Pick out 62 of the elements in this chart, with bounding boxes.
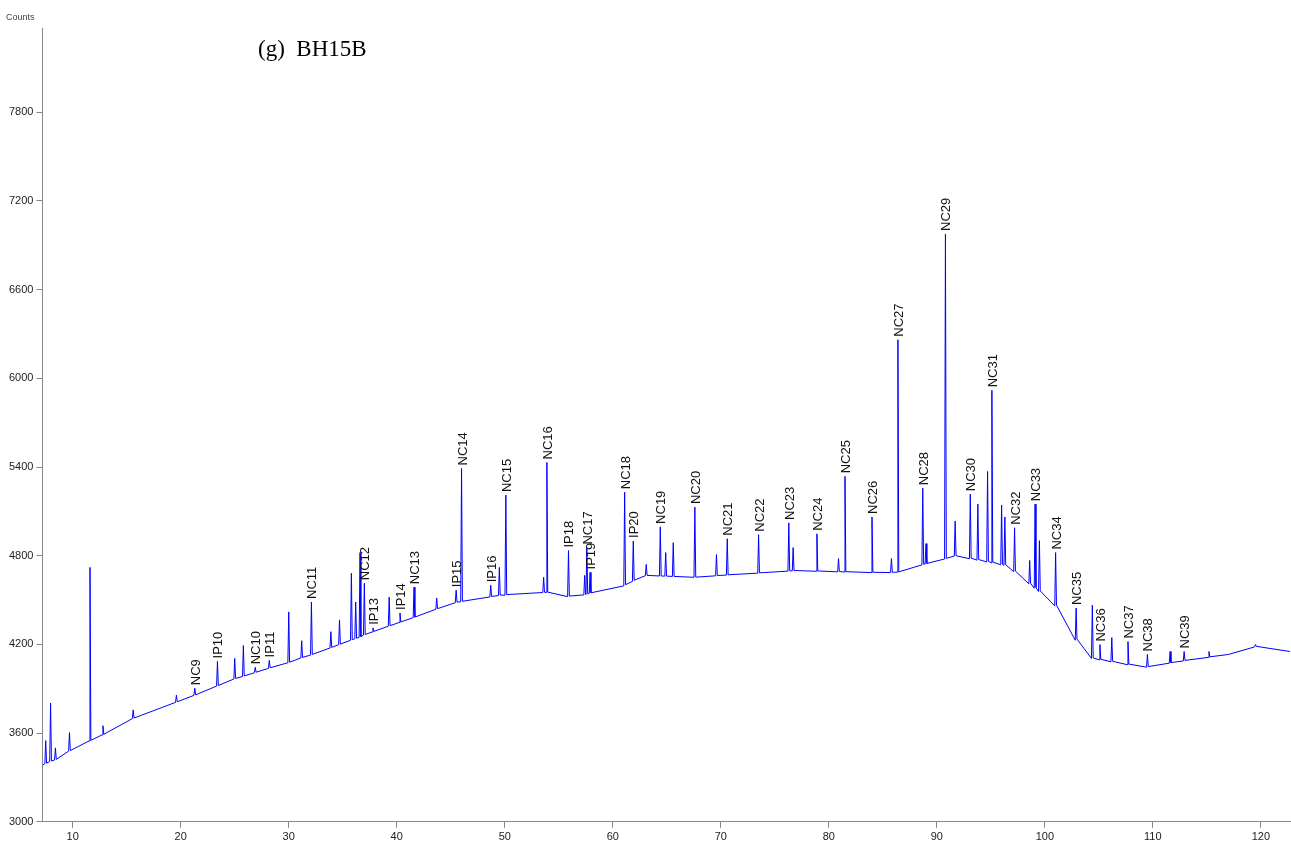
annotation: IP16 [483,555,499,583]
annotation: NC27 [890,303,906,337]
annotation: NC36 [1092,608,1108,642]
annotation: NC13 [407,550,423,585]
y-tick-label: 6600 [8,282,34,295]
y-tick-label: 7800 [8,105,34,118]
annotation: IP20 [626,511,642,538]
annotation: NC19 [653,490,669,524]
x-tick-label: 60 [606,830,619,843]
annotation: NC10 [248,631,264,665]
annotation: NC38 [1140,618,1156,652]
annotation: NC14 [454,432,470,466]
x-tick-label: 20 [174,830,187,843]
annotation: IP15 [449,560,465,588]
annotation: NC20 [687,470,703,505]
annotation: NC22 [751,498,767,532]
annotation: NC17 [579,511,595,545]
annotation: NC33 [1028,467,1044,502]
annotation: NC21 [720,502,736,536]
annotation: NC37 [1120,605,1136,639]
y-tick-label: 3000 [8,814,34,827]
y-tick-label: 4200 [8,637,34,650]
annotation: NC26 [865,480,880,514]
annotation: NC15 [498,458,514,493]
annotation: IP18 [561,520,577,548]
annotation: NC39 [1177,615,1193,649]
y-tick-label: 4800 [8,548,34,561]
x-tick-label: 80 [822,830,835,843]
annotation: NC24 [809,497,825,531]
annotation: NC31 [984,354,1000,388]
annotation: IP11 [262,631,278,658]
y-tick-label: 5400 [8,460,34,473]
annotation: IP10 [210,631,226,659]
annotation: IP13 [365,598,381,625]
annotation: NC35 [1069,571,1085,606]
annotation: NC25 [837,440,853,474]
y-tick-label: 3600 [8,726,34,739]
annotation: NC11 [304,566,320,599]
annotation: NC34 [1048,516,1064,550]
annotation: NC28 [915,451,931,486]
x-tick-label: 100 [1035,830,1054,843]
annotation: NC18 [617,455,633,490]
y-tick-label: 6000 [8,371,34,384]
annotation: NC23 [781,486,797,520]
x-tick-label: 40 [390,830,403,843]
x-tick-label: 110 [1144,830,1162,843]
x-tick-label: 90 [930,830,943,843]
annotation: NC16 [539,426,555,460]
x-tick-label: 30 [282,830,295,843]
annotation: IP14 [392,583,408,610]
annotation: NC32 [1007,491,1023,525]
annotation: NC30 [963,457,979,492]
x-tick-label: 70 [714,830,727,843]
annotation: NC12 [357,546,373,581]
y-axis-title: Counts [6,12,35,22]
chart-title: (g) BH15B [258,36,367,62]
y-tick-label: 7200 [8,193,34,206]
annotation: NC29 [938,197,954,231]
annotation: NC9 [187,659,203,686]
x-tick-label: 120 [1251,830,1271,843]
x-tick-label: 50 [498,830,511,843]
x-tick-label: 10 [66,830,79,843]
